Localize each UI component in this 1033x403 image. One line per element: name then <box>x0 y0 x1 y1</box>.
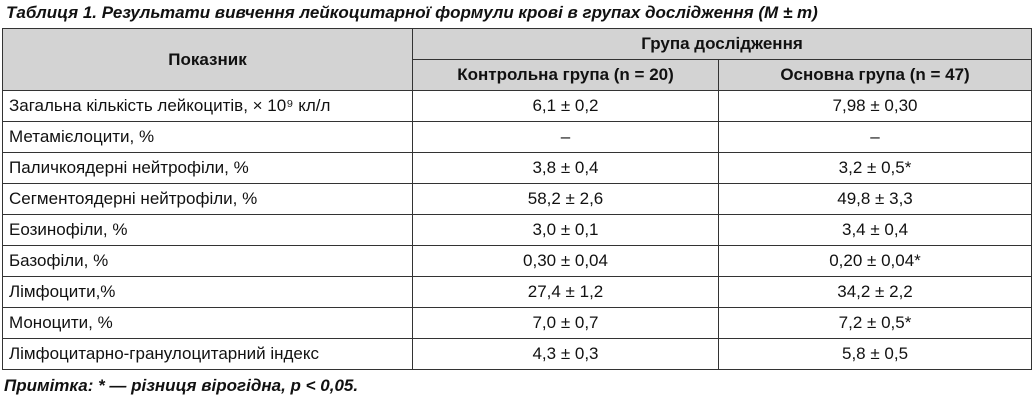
table-row: Моноцити, % 7,0 ± 0,7 7,2 ± 0,5* <box>2 307 1033 339</box>
value-cell: 0,20 ± 0,04* <box>717 245 1033 277</box>
table-row: Еозинофіли, % 3,0 ± 0,1 3,4 ± 0,4 <box>2 214 1033 246</box>
row-label: Паличкоядерні нейтрофіли, % <box>2 152 413 184</box>
value-cell: 7,98 ± 0,30 <box>717 90 1033 122</box>
header-cell: Основна група (n = 47) <box>717 59 1033 91</box>
table-row: Лімфоцитарно-гранулоцитарний індекс 4,3 ±… <box>2 338 1033 370</box>
value-cell: – <box>717 121 1033 153</box>
value-cell: 7,2 ± 0,5* <box>717 307 1033 339</box>
header-cell: Показник <box>2 28 413 91</box>
table-row: Лімфоцити,% 27,4 ± 1,2 34,2 ± 2,2 <box>2 276 1033 308</box>
row-label: Метамієлоцити, % <box>2 121 413 153</box>
value-cell: 3,2 ± 0,5* <box>717 152 1033 184</box>
value-cell: 5,8 ± 0,5 <box>717 338 1033 370</box>
row-label: Еозинофіли, % <box>2 214 413 246</box>
row-label: Моноцити, % <box>2 307 413 339</box>
table-body: Загальна кількість лейкоцитів, × 10⁹ кл/… <box>2 90 1033 370</box>
table-row: Загальна кількість лейкоцитів, × 10⁹ кл/… <box>2 90 1033 122</box>
row-label: Лімфоцити,% <box>2 276 413 308</box>
table-note: Примітка: * — різниця вірогідна, p < 0,0… <box>4 376 359 395</box>
header-cell: Контрольна група (n = 20) <box>412 59 719 91</box>
table-row: Базофіли, % 0,30 ± 0,04 0,20 ± 0,04* <box>2 245 1033 277</box>
value-cell: 3,4 ± 0,4 <box>717 214 1033 246</box>
row-label: Сегментоядерні нейтрофіли, % <box>2 183 413 215</box>
table-title: Таблиця 1. Результати вивчення лейкоцита… <box>6 3 818 22</box>
table-row: Паличкоядерні нейтрофіли, % 3,8 ± 0,4 3,2 … <box>2 152 1033 184</box>
value-cell: 6,1 ± 0,2 <box>412 90 719 122</box>
value-cell: 0,30 ± 0,04 <box>412 245 719 277</box>
value-cell: 58,2 ± 2,6 <box>412 183 719 215</box>
value-cell: 3,8 ± 0,4 <box>412 152 719 184</box>
value-cell: 4,3 ± 0,3 <box>412 338 719 370</box>
value-cell: 34,2 ± 2,2 <box>717 276 1033 308</box>
value-cell: – <box>412 121 719 153</box>
header-cell: Група дослідження <box>411 28 1033 60</box>
value-cell: 27,4 ± 1,2 <box>412 276 719 308</box>
value-cell: 49,8 ± 3,3 <box>717 183 1033 215</box>
table-row: Метамієлоцити, % – – <box>2 121 1033 153</box>
table-row: Сегментоядерні нейтрофіли, % 58,2 ± 2,6 49… <box>2 183 1033 215</box>
data-table: Показник Група дослідження Контрольна гр… <box>2 28 1033 370</box>
row-label: Загальна кількість лейкоцитів, × 10⁹ кл/… <box>2 90 413 122</box>
row-label: Базофіли, % <box>2 245 413 277</box>
row-label: Лімфоцитарно-гранулоцитарний індекс <box>2 338 413 370</box>
value-cell: 3,0 ± 0,1 <box>412 214 719 246</box>
value-cell: 7,0 ± 0,7 <box>412 307 719 339</box>
